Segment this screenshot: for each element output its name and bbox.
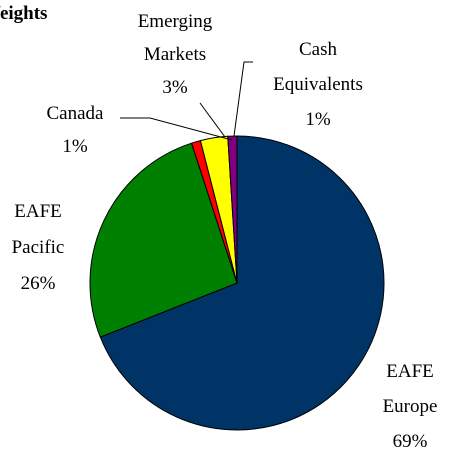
value-label: 69% (393, 431, 428, 452)
leader-line (199, 102, 226, 138)
chart-title: Weights (0, 3, 47, 24)
category-label: Emerging Markets (138, 11, 213, 65)
leader-lines (120, 61, 253, 141)
category-label: EAFE Europe (383, 361, 438, 417)
value-label: 1% (305, 109, 331, 130)
category-label: Cash Equivalents (273, 39, 363, 95)
pie-slice (227, 135, 238, 284)
pie (89, 135, 385, 431)
value-label: 26% (21, 273, 56, 294)
category-label: Canada (47, 103, 105, 124)
pie-slice (89, 142, 238, 338)
leader-line (120, 117, 233, 141)
value-label: 1% (62, 136, 88, 157)
category-label: EAFE Pacific (12, 201, 65, 258)
value-label: 3% (162, 77, 188, 98)
leader-line (233, 61, 253, 137)
pie-slice (99, 135, 385, 431)
